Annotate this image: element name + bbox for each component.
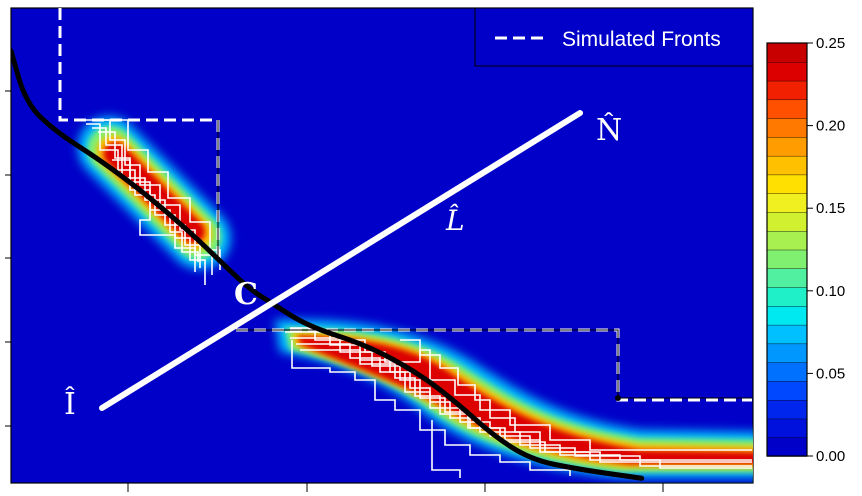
- colorbar-frame: [766, 42, 808, 457]
- colorbar-band: [766, 80, 808, 101]
- x-axis-ticks: [127, 483, 664, 492]
- colorbar: [766, 42, 808, 457]
- median-front-line: [11, 48, 645, 481]
- colorbar-band: [766, 117, 808, 138]
- colorbar-tick-label: 0.15: [816, 200, 845, 217]
- colorbar-band: [766, 286, 808, 307]
- sim-front-9: [296, 343, 752, 467]
- colorbar-ticks: 0.00 0.05 0.10 0.15 0.20 0.25: [807, 35, 845, 465]
- plot-area: [10, 7, 754, 484]
- legend-label: Simulated Fronts: [562, 28, 721, 51]
- colorbar-band: [766, 211, 808, 232]
- colorbar-tick-label: 0.00: [816, 448, 845, 465]
- colorbar-band: [766, 324, 808, 345]
- colorbar-band: [766, 380, 808, 401]
- colorbar-band: [766, 437, 808, 457]
- thin-front: [217, 120, 752, 399]
- colorbar-band: [766, 230, 808, 251]
- annotation-n: N̂: [596, 113, 622, 148]
- sim-front-13: [400, 339, 541, 448]
- colorbar-band: [766, 42, 808, 63]
- colorbar-band: [766, 343, 808, 363]
- sim-front-12: [291, 340, 571, 476]
- colorbar-tick-label: 0.20: [816, 118, 845, 135]
- colorbar-band: [766, 249, 808, 269]
- colorbar-band: [766, 155, 808, 176]
- colorbar-band: [766, 268, 808, 288]
- legend: Simulated Fronts: [474, 7, 754, 67]
- i-n-line: [99, 110, 583, 411]
- colorbar-tick-label: 0.05: [816, 365, 845, 382]
- colorbar-band: [766, 136, 808, 157]
- sim-front-14: [431, 420, 461, 478]
- colorbar-band: [766, 192, 808, 213]
- colorbar-band: [766, 305, 808, 326]
- colorbar-tick-label: 0.25: [816, 35, 845, 52]
- colorbar-band: [766, 61, 808, 82]
- colorbar-band: [766, 399, 808, 420]
- front-end-point: [615, 395, 621, 401]
- annotation-i: Î: [64, 386, 76, 422]
- sim-front-8: [290, 337, 752, 463]
- sim-front-10: [300, 349, 752, 469]
- y-axis-ticks: [5, 90, 11, 427]
- colorbar-band: [766, 99, 808, 119]
- annotation-l: L̂: [445, 204, 465, 237]
- colorbar-band: [766, 361, 808, 382]
- sim-front-3: [92, 127, 201, 268]
- annotation-c: C: [234, 277, 258, 312]
- colorbar-tick-label: 0.10: [816, 283, 845, 300]
- colorbar-band: [766, 418, 808, 438]
- colorbar-band: [766, 174, 808, 194]
